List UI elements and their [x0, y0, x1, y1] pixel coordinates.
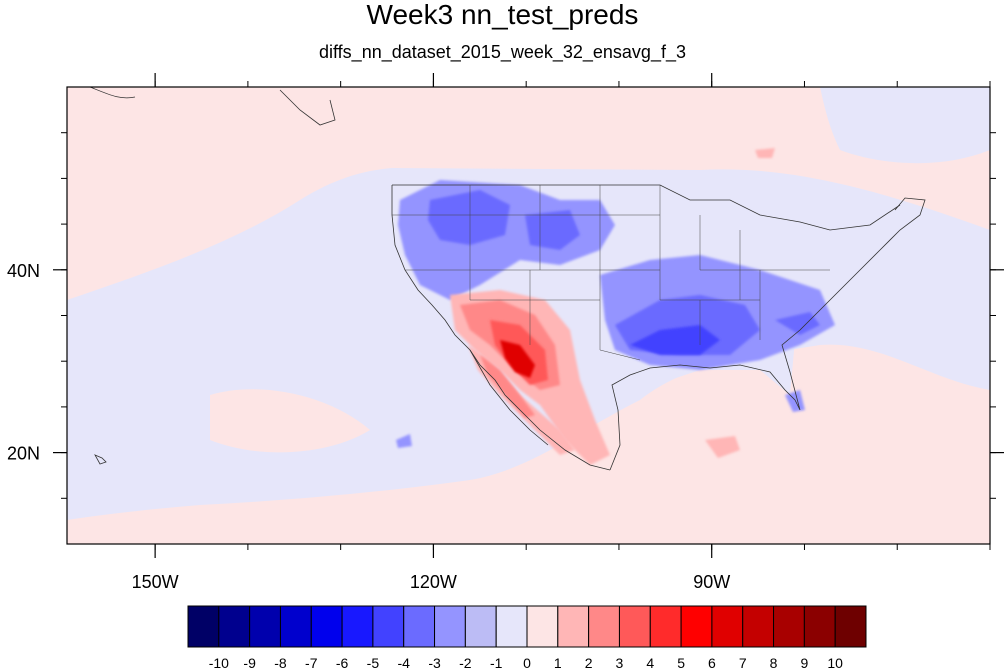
colorbar-swatch — [557, 605, 590, 648]
pink-patch-pacific — [210, 389, 370, 453]
lat-tick-label: 40N — [7, 261, 40, 281]
coastlines — [89, 87, 926, 471]
canada-positive — [755, 148, 775, 158]
colorbar-label: 4 — [646, 655, 654, 671]
colorbar-label: 1 — [554, 655, 562, 671]
lon-tick-label: 90W — [693, 572, 730, 592]
page-title: Week3 nn_test_preds — [366, 0, 639, 30]
colorbar-swatch — [279, 605, 312, 648]
data-field — [67, 87, 990, 544]
colorbar-label: 8 — [770, 655, 778, 671]
lat-tick-label: 20N — [7, 444, 40, 464]
colorbar-label: -2 — [459, 655, 472, 671]
pacific-positive — [705, 436, 740, 458]
colorbar-label: -6 — [336, 655, 349, 671]
pacific-negative — [396, 434, 412, 448]
colorbar-swatch — [742, 605, 775, 648]
colorbar-swatch — [834, 605, 867, 648]
colorbar-swatch — [618, 605, 651, 648]
colorbar-swatch — [803, 605, 836, 648]
colorbar-swatch — [218, 605, 251, 648]
colorbar-label: -5 — [367, 655, 380, 671]
colorbar-label: 0 — [523, 655, 531, 671]
carolina-core — [775, 312, 820, 335]
colorbar-swatch — [464, 605, 497, 648]
colorbar-label: -3 — [428, 655, 441, 671]
colorbar-label: 3 — [616, 655, 624, 671]
colorbar-swatch — [711, 605, 744, 648]
colorbar-label: 6 — [708, 655, 716, 671]
page-subtitle: diffs_nn_dataset_2015_week_32_ensavg_f_3 — [319, 42, 686, 62]
gulf-california-max — [500, 340, 535, 378]
lon-tick-label: 150W — [132, 572, 179, 592]
colorbar-label: 2 — [585, 655, 593, 671]
colorbar-swatch — [372, 605, 405, 648]
colorbar-swatch — [249, 605, 281, 648]
colorbar-label: -4 — [398, 655, 411, 671]
colorbar-label: -8 — [274, 655, 287, 671]
colorbar: -10 -9 -8 -7 -6 -5 -4 -3 -2 -1 0 1 2 3 4 5 6 7 8 9 10 — [187, 605, 867, 671]
axis-ticks: 150W 120W 90W 40N 20N — [7, 73, 1004, 592]
rockies-core — [525, 210, 580, 250]
state-borders — [392, 185, 830, 361]
baja-mid — [480, 355, 535, 418]
colorbar-swatch — [526, 605, 559, 648]
colorbar-swatch — [649, 605, 682, 648]
colorbar-label: 9 — [800, 655, 808, 671]
colorbar-swatch — [341, 605, 374, 648]
colorbar-label: -9 — [243, 655, 256, 671]
negative-band-east — [820, 87, 990, 164]
colorbar-swatch — [773, 605, 805, 648]
colorbar-label: -10 — [209, 655, 229, 671]
colorbar-label: -7 — [305, 655, 318, 671]
colorbar-label: 10 — [827, 655, 843, 671]
colorbar-swatch — [495, 605, 528, 648]
colorbar-swatch — [588, 605, 620, 648]
mississippi-core — [630, 325, 720, 355]
colorbar-label: 5 — [677, 655, 685, 671]
colorbar-swatch — [403, 605, 436, 648]
colorbar-swatch — [680, 605, 713, 648]
colorbar-swatch — [434, 605, 466, 648]
colorbar-label: -1 — [490, 655, 503, 671]
colorbar-swatch — [310, 605, 343, 648]
colorbar-label: 7 — [739, 655, 747, 671]
colorbar-swatch — [187, 605, 220, 648]
lon-tick-label: 120W — [410, 572, 457, 592]
northwest-core — [428, 190, 510, 245]
